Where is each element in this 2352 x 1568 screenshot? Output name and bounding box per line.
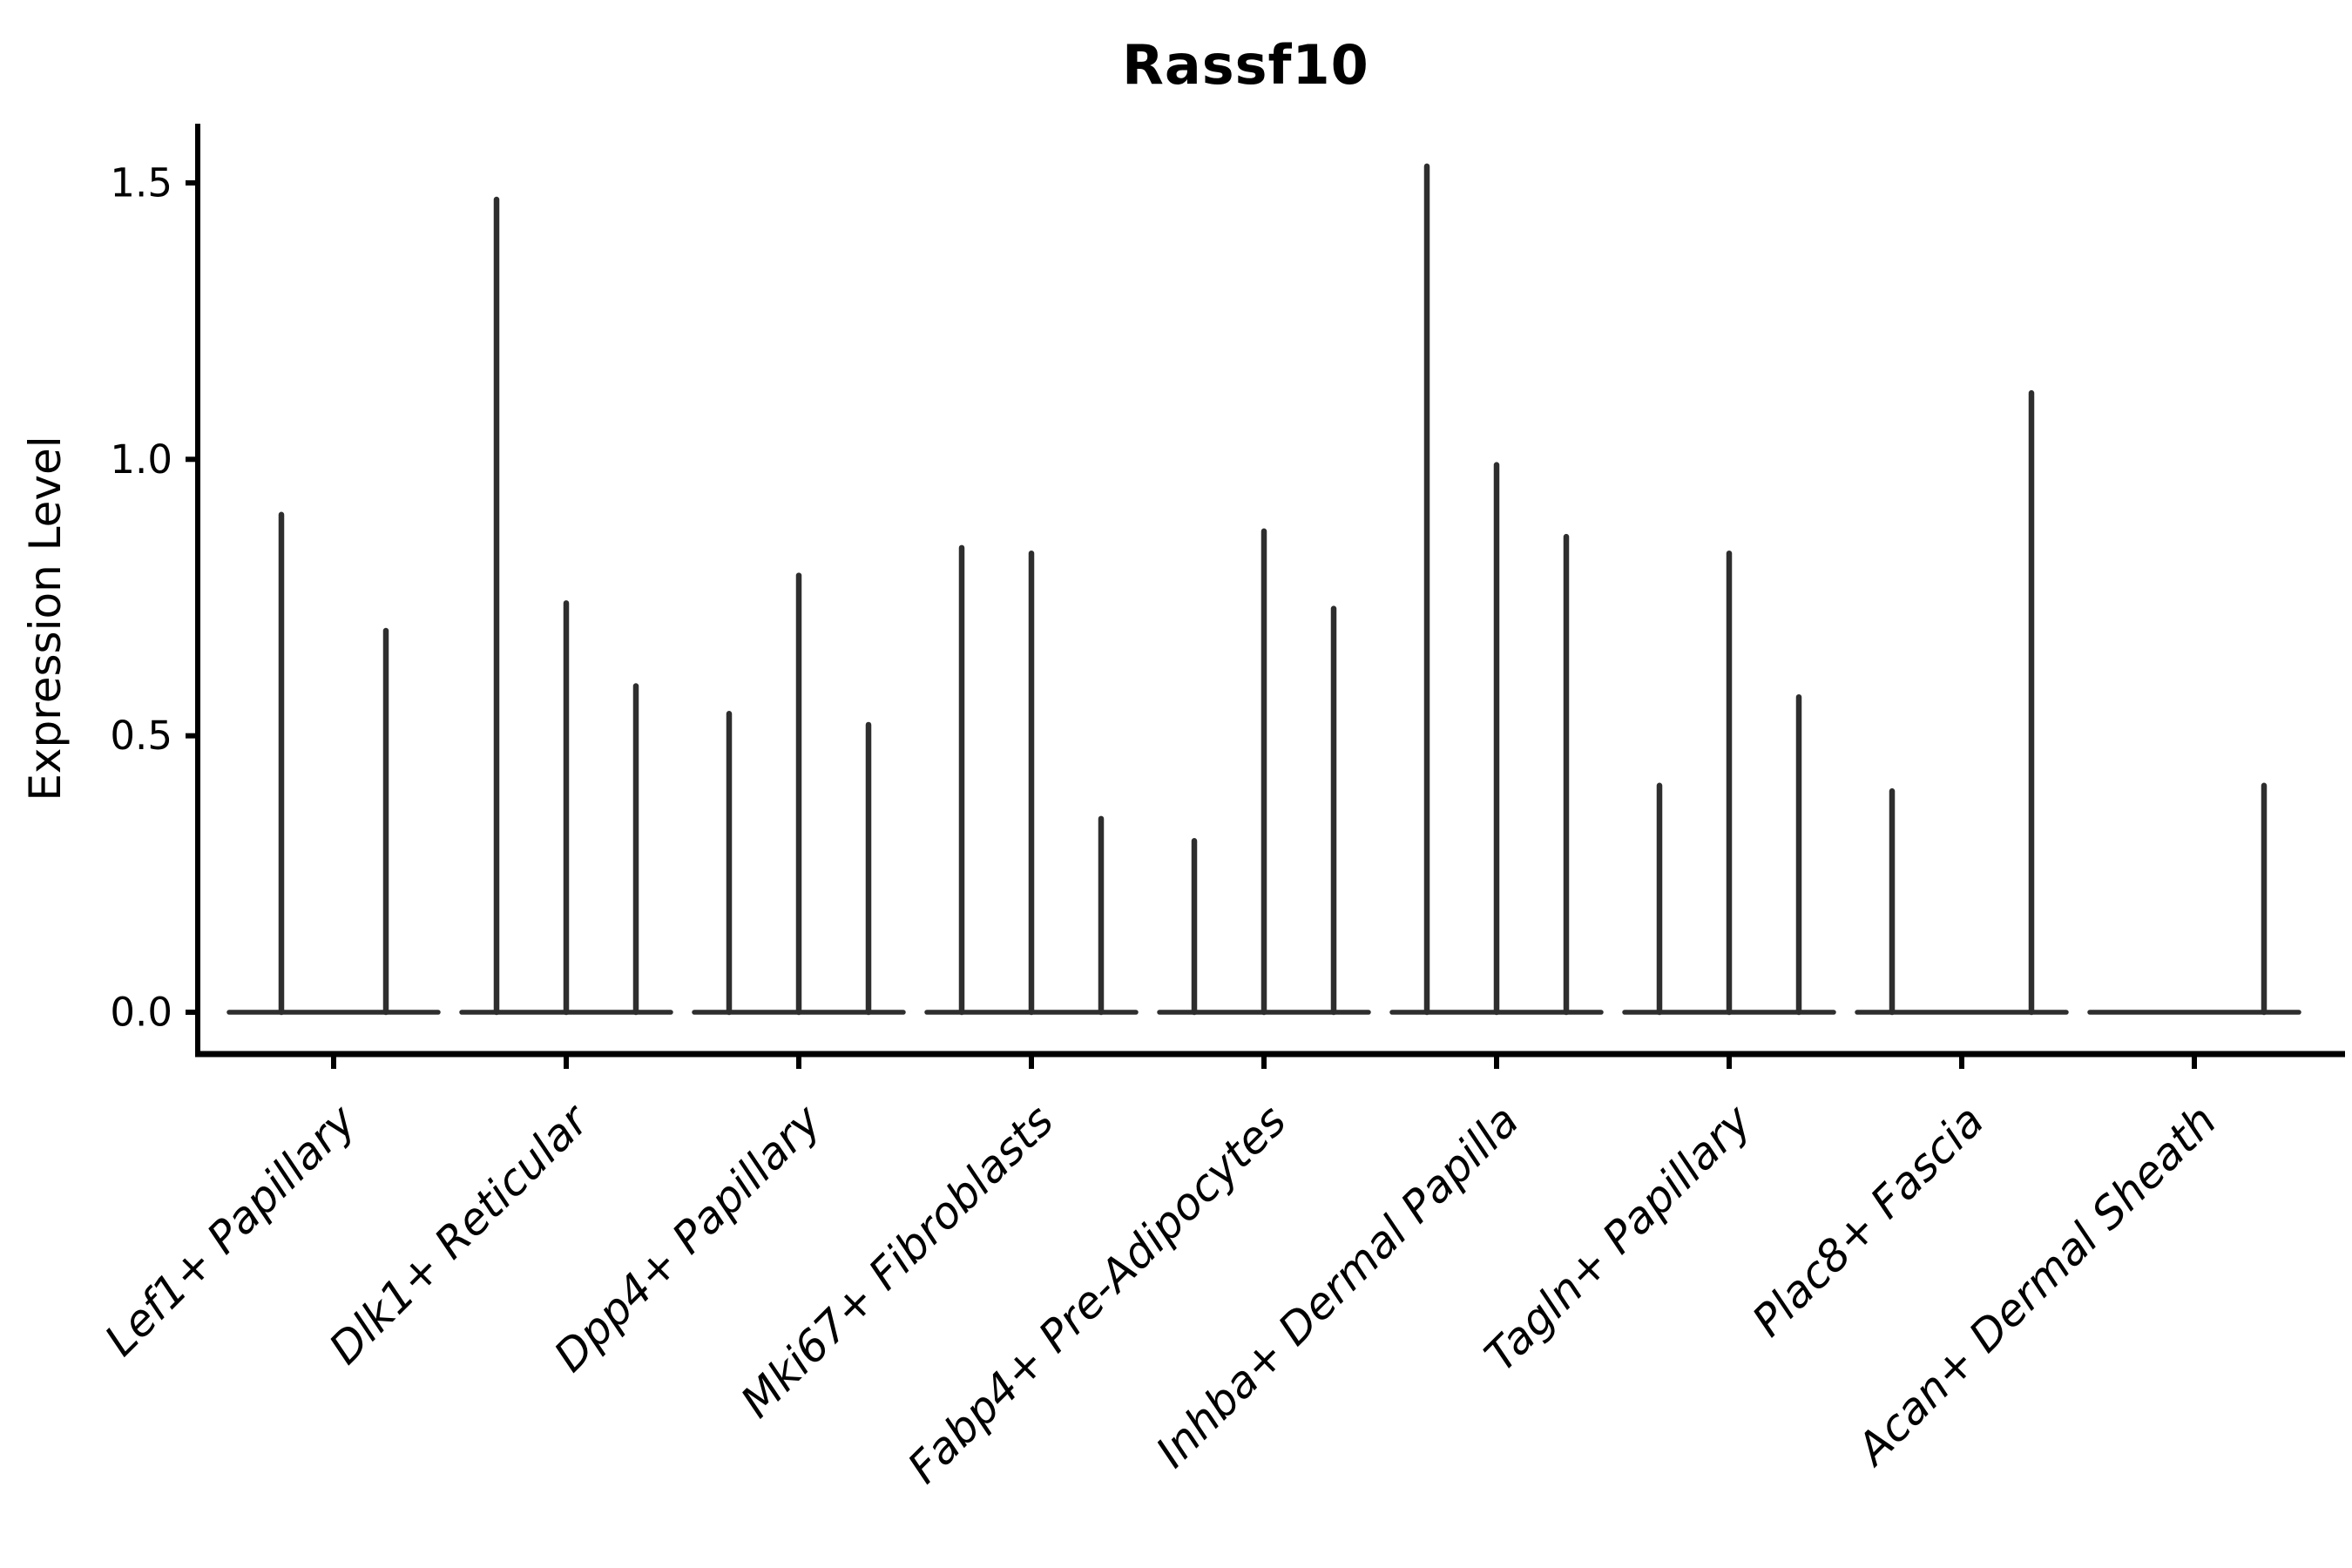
x-category-label: Plac8+ Fascia bbox=[1743, 1095, 1994, 1346]
y-tick-label: 1.0 bbox=[110, 436, 172, 483]
x-category-label: Lef1+ Papillary bbox=[95, 1094, 366, 1365]
y-tick-label: 1.5 bbox=[110, 159, 172, 206]
y-tick-label: 0.5 bbox=[110, 713, 172, 759]
x-category-label: Fabp4+ Pre-Adipocytes bbox=[898, 1095, 1296, 1493]
y-tick-label: 0.0 bbox=[110, 990, 172, 1036]
chart-title: Rassf10 bbox=[1122, 33, 1369, 97]
